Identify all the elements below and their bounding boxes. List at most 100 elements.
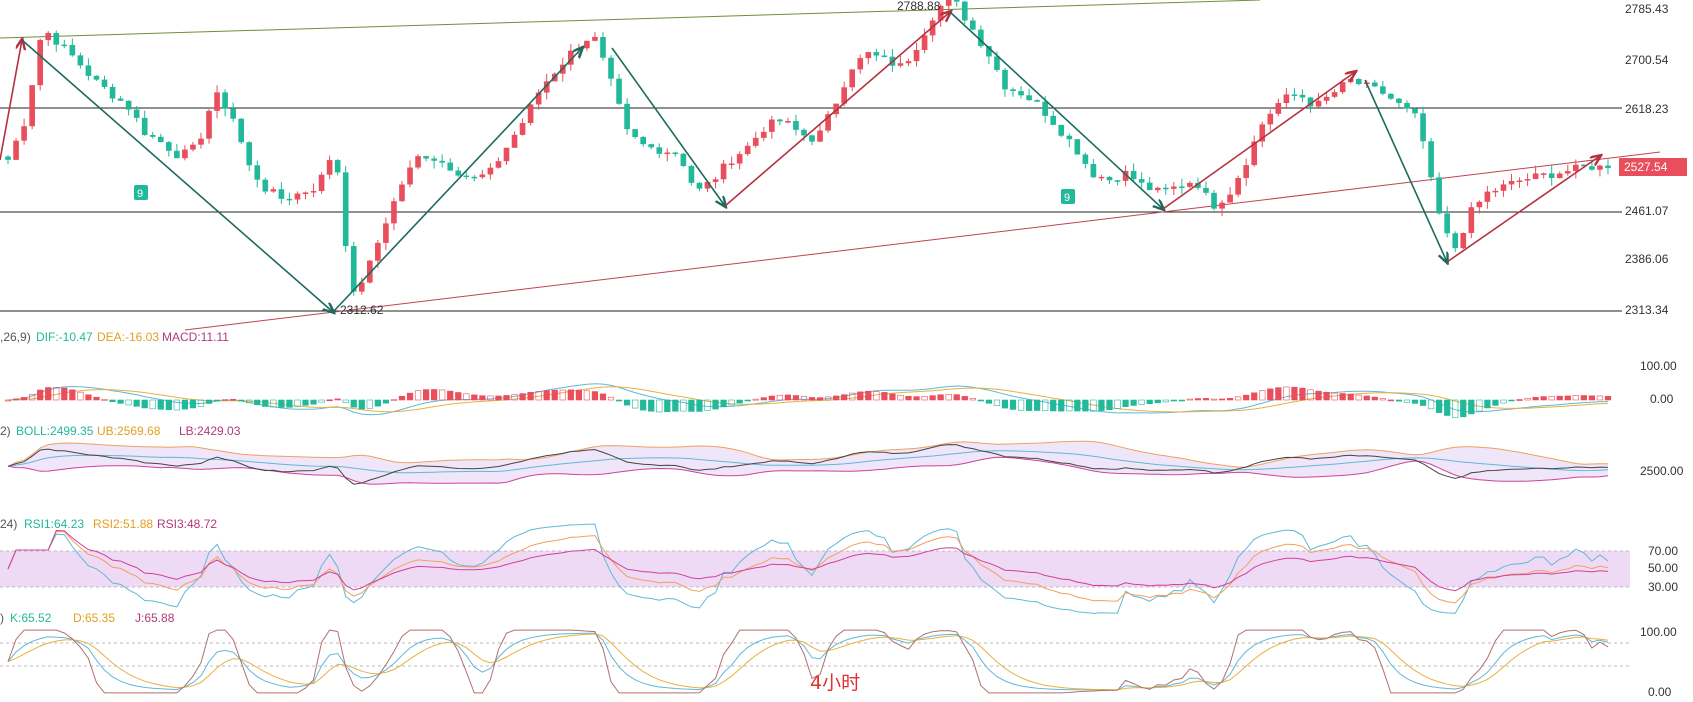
- td-marker: 9: [134, 185, 148, 200]
- macd-bar: [712, 399, 719, 410]
- candle-body: [375, 242, 381, 261]
- candle-body: [391, 201, 397, 224]
- candle-body: [1420, 113, 1426, 142]
- candle-body: [45, 32, 52, 41]
- candle-body: [873, 52, 880, 56]
- macd-bar: [1009, 399, 1017, 410]
- macd-tick: 0.00: [1650, 392, 1674, 406]
- candle-body: [1002, 69, 1008, 90]
- macd-bar: [1170, 399, 1177, 402]
- svg-text:24): 24): [0, 517, 17, 531]
- candle-body: [857, 58, 864, 70]
- candle-body: [141, 117, 148, 136]
- macd-bar: [1532, 396, 1539, 401]
- macd-bar: [776, 394, 783, 401]
- macd-bar: [439, 389, 446, 401]
- macd-bar: [607, 396, 615, 401]
- macd-bar: [1580, 395, 1587, 401]
- macd-bar: [1186, 398, 1194, 401]
- candle-body: [13, 140, 19, 160]
- macd-bar: [125, 399, 132, 406]
- candle-body: [809, 135, 815, 142]
- macd-bar: [1017, 399, 1025, 411]
- svg-text:D:65.35: D:65.35: [73, 611, 115, 625]
- candle-body: [238, 118, 244, 143]
- macd-bar: [736, 399, 743, 404]
- macd-bar: [1154, 399, 1161, 404]
- macd-bar: [487, 395, 494, 401]
- candle-body: [254, 165, 261, 180]
- macd-bar: [149, 399, 156, 410]
- macd-bar: [278, 399, 285, 408]
- macd-bar: [1122, 399, 1129, 407]
- candle-body: [149, 135, 156, 137]
- macd-bar: [768, 395, 775, 401]
- macd-bar: [1347, 393, 1354, 401]
- macd-bar: [318, 399, 325, 403]
- candle-body: [511, 134, 518, 148]
- macd-bar: [857, 391, 864, 401]
- macd-bar: [20, 397, 28, 401]
- candle-body: [1066, 135, 1073, 140]
- candle-body: [1315, 100, 1322, 107]
- channel-top-line: [0, 0, 1261, 39]
- candle-body: [21, 126, 27, 141]
- macd-bar: [390, 399, 398, 401]
- macd-bar: [591, 391, 599, 401]
- macd-bar: [945, 394, 952, 401]
- candle-body: [487, 167, 494, 175]
- rsi-tick: 70.00: [1648, 544, 1678, 558]
- macd-bar: [1283, 386, 1290, 401]
- candle-body: [1396, 98, 1402, 103]
- macd-bar: [615, 399, 623, 402]
- macd-bar: [816, 397, 824, 401]
- candle-body: [246, 142, 253, 166]
- candle-body: [1154, 187, 1161, 191]
- macd-bar: [583, 390, 591, 401]
- candle-body: [1211, 192, 1217, 209]
- candle-body: [744, 145, 751, 155]
- macd-bar: [849, 392, 856, 401]
- macd-bar: [205, 399, 213, 404]
- svg-text:J:65.88: J:65.88: [135, 611, 175, 625]
- macd-bar: [294, 399, 301, 407]
- candle-body: [535, 92, 542, 105]
- macd-bar: [752, 398, 759, 401]
- macd-bar: [406, 392, 414, 401]
- candle-body: [198, 138, 204, 145]
- candle-body: [302, 192, 309, 194]
- macd-bar: [640, 399, 647, 411]
- macd-bar: [728, 399, 735, 406]
- macd-bar: [929, 395, 936, 401]
- macd-bar: [688, 399, 695, 412]
- candle-body: [37, 40, 43, 86]
- price-tick: 2461.07: [1625, 204, 1669, 218]
- macd-bar: [254, 399, 261, 406]
- candle-body: [174, 150, 180, 159]
- candle-body: [913, 49, 920, 62]
- macd-bar: [1315, 390, 1322, 401]
- candle-body: [222, 92, 228, 109]
- candle-body: [825, 114, 831, 131]
- candle-body: [849, 69, 856, 88]
- macd-bar: [1355, 394, 1362, 401]
- macd-bar: [808, 397, 816, 401]
- candle-body: [1259, 124, 1266, 142]
- macd-bar: [905, 395, 912, 401]
- macd-bar: [302, 399, 309, 406]
- candle-body: [1372, 82, 1378, 87]
- candle-body: [1388, 93, 1394, 99]
- svg-text:9: 9: [137, 188, 143, 200]
- candle-body: [785, 121, 791, 123]
- candle-body: [986, 46, 992, 57]
- macd-bar: [1596, 395, 1604, 401]
- candle-body: [101, 79, 108, 87]
- candle-body: [921, 35, 928, 50]
- macd-bar: [704, 399, 711, 411]
- candle-body: [728, 163, 735, 166]
- macd-bar: [897, 394, 904, 401]
- candle-body: [672, 152, 679, 155]
- candle-body: [584, 40, 590, 49]
- trend-arrow: [332, 48, 582, 313]
- candle-body: [286, 198, 293, 201]
